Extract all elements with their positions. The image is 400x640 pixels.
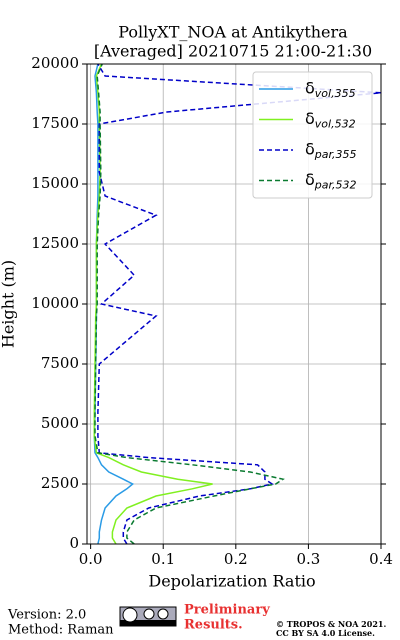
plot-frame [86,63,382,545]
y-tick-label: 20000 [31,54,79,72]
y-tick-label: 2500 [41,474,79,492]
x-tick-label: 0.0 [79,550,103,568]
version: Version: 2.0 [7,608,86,623]
chart-title: PollyXT_NOA at Antikythera [118,23,348,42]
cc-badge [119,606,177,627]
plot-area [93,64,381,544]
y-tick-label: 7500 [41,354,79,372]
legend-box [252,71,373,199]
y-tick-label: 10000 [31,294,79,312]
y-tick-label: 17500 [31,114,79,132]
y-tick-label: 15000 [31,174,79,192]
x-tick-label: 0.3 [296,550,320,568]
preliminary: Preliminary [184,603,270,618]
y-tick-label: 5000 [41,414,79,432]
x-tick-label: 0.4 [369,550,393,568]
profile-line [97,64,381,544]
x-axis-label: Depolarization Ratio [148,572,315,591]
copyright: © TROPOS & NOA 2021. [276,619,386,629]
y-tick-label: 0 [69,534,79,552]
method: Method: Raman [8,623,114,638]
x-tick-label: 0.2 [224,550,248,568]
x-tick-label: 0.1 [151,550,175,568]
chart-title: [Averaged] 20210715 21:00-21:30 [94,42,372,61]
y-axis-label: Height (m) [0,260,18,348]
y-tick-label: 12500 [31,234,79,252]
copyright: CC BY SA 4.0 License. [276,628,375,638]
profile-line [94,64,285,544]
preliminary: Results. [184,618,243,633]
